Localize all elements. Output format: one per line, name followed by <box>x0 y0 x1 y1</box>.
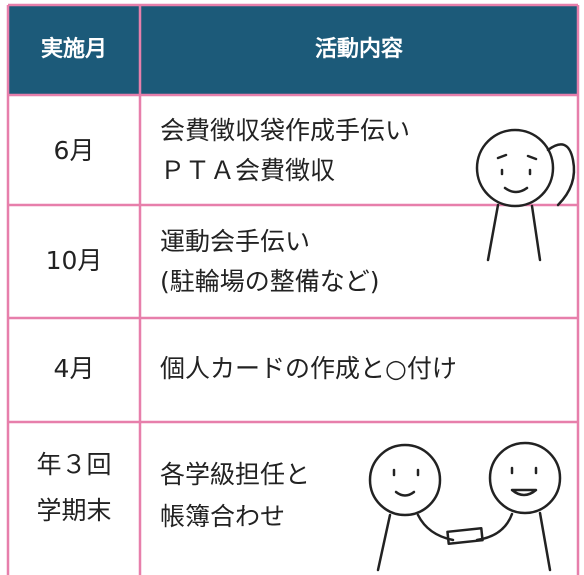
activity: 各学級担任と <box>160 460 310 489</box>
thinking-person <box>475 128 576 262</box>
header-bg <box>8 5 578 95</box>
month: 年３回 <box>36 450 111 479</box>
month: 学期末 <box>36 496 111 525</box>
activity: (駐輪場の整備など) <box>160 267 380 296</box>
grid <box>6 3 580 575</box>
header-cell: 活動内容 <box>315 36 403 62</box>
activity: ＰＴＡ会費徴収 <box>160 156 335 185</box>
people-exchanging <box>368 441 562 572</box>
month: 10月 <box>46 246 103 275</box>
activity: 運動会手伝い <box>160 227 310 256</box>
activity: 個人カードの作成と○付け <box>160 354 457 383</box>
header-cell: 実施月 <box>41 36 107 62</box>
activity: 会費徴収袋作成手伝い <box>160 116 410 145</box>
month: 4月 <box>54 354 95 383</box>
month: 6月 <box>54 136 95 165</box>
activity: 帳簿合わせ <box>160 502 285 531</box>
